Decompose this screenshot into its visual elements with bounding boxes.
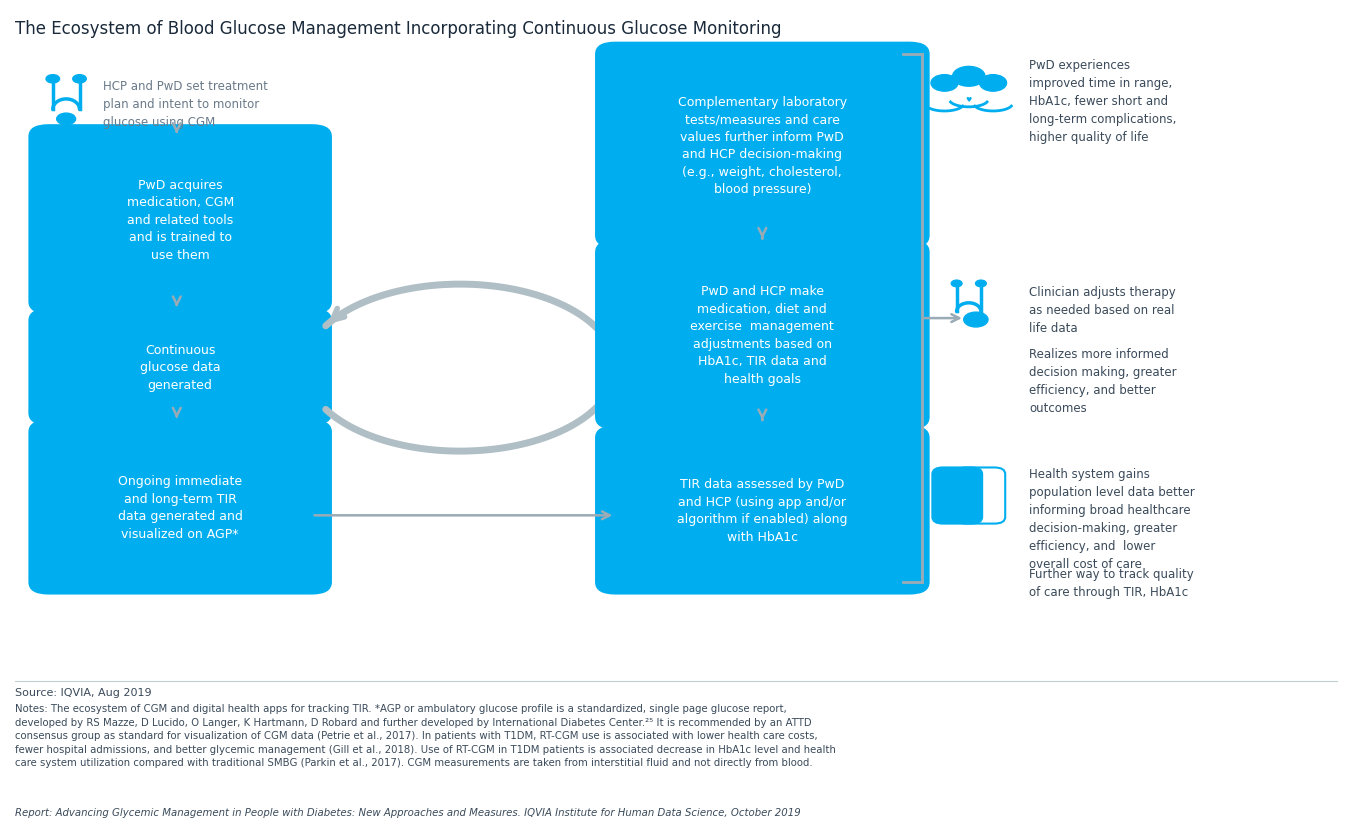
Text: Source: IQVIA, Aug 2019: Source: IQVIA, Aug 2019 — [15, 687, 151, 697]
Circle shape — [46, 75, 59, 84]
Circle shape — [952, 281, 963, 288]
Text: PwD experiences
improved time in range,
HbA1c, fewer short and
long-term complic: PwD experiences improved time in range, … — [1029, 59, 1176, 144]
Circle shape — [73, 75, 87, 84]
Text: Further way to track quality
of care through TIR, HbA1c: Further way to track quality of care thr… — [1029, 567, 1194, 599]
Text: PwD and HCP make
medication, diet and
exercise  management
adjustments based on
: PwD and HCP make medication, diet and ex… — [691, 285, 834, 385]
Circle shape — [980, 75, 1006, 92]
FancyBboxPatch shape — [595, 43, 930, 249]
Circle shape — [57, 114, 76, 126]
Circle shape — [932, 75, 959, 92]
FancyBboxPatch shape — [933, 468, 982, 524]
FancyBboxPatch shape — [595, 426, 930, 595]
Circle shape — [964, 313, 988, 327]
Text: HCP and PwD set treatment
plan and intent to monitor
glucose using CGM: HCP and PwD set treatment plan and inten… — [103, 79, 268, 129]
Text: ♥: ♥ — [965, 98, 972, 103]
Circle shape — [953, 67, 986, 87]
Text: Clinician adjusts therapy
as needed based on real
life data: Clinician adjusts therapy as needed base… — [1029, 286, 1176, 335]
Circle shape — [976, 281, 987, 288]
Text: Continuous
glucose data
generated: Continuous glucose data generated — [139, 343, 220, 391]
FancyBboxPatch shape — [28, 420, 333, 595]
FancyBboxPatch shape — [28, 308, 333, 426]
Text: Ongoing immediate
and long-term TIR
data generated and
visualized on AGP*: Ongoing immediate and long-term TIR data… — [118, 475, 242, 540]
Text: Notes: The ecosystem of CGM and digital health apps for tracking TIR. *AGP or am: Notes: The ecosystem of CGM and digital … — [15, 704, 836, 767]
Text: Report: Advancing Glycemic Management in People with Diabetes: New Approaches an: Report: Advancing Glycemic Management in… — [15, 807, 800, 817]
FancyBboxPatch shape — [28, 125, 333, 314]
Text: Health system gains
population level data better
informing broad healthcare
deci: Health system gains population level dat… — [1029, 467, 1195, 570]
Text: Realizes more informed
decision making, greater
efficiency, and better
outcomes: Realizes more informed decision making, … — [1029, 347, 1178, 414]
Text: Complementary laboratory
tests/measures and care
values further inform PwD
and H: Complementary laboratory tests/measures … — [677, 95, 846, 196]
FancyBboxPatch shape — [595, 241, 930, 430]
Text: The Ecosystem of Blood Glucose Management Incorporating Continuous Glucose Monit: The Ecosystem of Blood Glucose Managemen… — [15, 20, 781, 37]
Text: TIR data assessed by PwD
and HCP (using app and/or
algorithm if enabled) along
w: TIR data assessed by PwD and HCP (using … — [677, 478, 848, 543]
Text: PwD acquires
medication, CGM
and related tools
and is trained to
use them: PwD acquires medication, CGM and related… — [127, 179, 234, 261]
